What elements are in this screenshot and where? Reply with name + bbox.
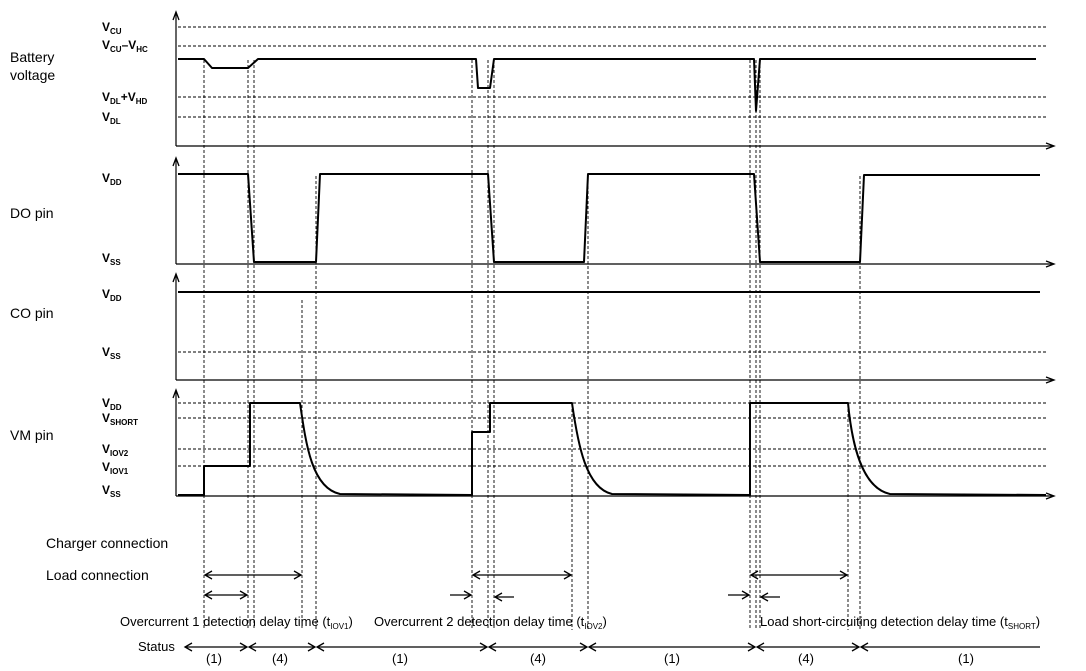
vm-level-viov2: VIOV2 xyxy=(102,442,129,458)
level-vdl: VDL xyxy=(102,110,121,126)
battery-voltage-label-line1: Battery xyxy=(10,49,54,65)
co-pin-label: CO pin xyxy=(10,305,54,321)
delay-label-iov2: Overcurrent 2 detection delay time (tIOV… xyxy=(374,614,607,631)
status-segment: (1) xyxy=(664,651,680,666)
status-segment: (4) xyxy=(272,651,288,666)
delay-arrows xyxy=(203,570,849,602)
reference-lines xyxy=(178,26,1046,467)
battery-voltage-waveform xyxy=(178,58,1036,112)
do-level-vss: VSS xyxy=(102,251,121,267)
delay-label-short: Load short-circuiting detection delay ti… xyxy=(760,614,1040,631)
status-segment: (4) xyxy=(530,651,546,666)
delay-label-iov1: Overcurrent 1 detection delay time (tIOV… xyxy=(120,614,353,631)
do-level-vdd: VDD xyxy=(102,171,122,187)
time-markers xyxy=(203,60,861,630)
load-connection-label: Load connection xyxy=(46,567,149,583)
vm-pin-waveform xyxy=(178,402,1047,496)
status-segment: (4) xyxy=(798,651,814,666)
status-arrows xyxy=(183,642,1040,652)
charger-connection-label: Charger connection xyxy=(46,535,168,551)
vm-level-vshort: VSHORT xyxy=(102,411,138,427)
do-pin-label: DO pin xyxy=(10,205,54,221)
co-level-vdd: VDD xyxy=(102,287,122,303)
status-label: Status xyxy=(138,639,175,654)
vm-pin-label: VM pin xyxy=(10,427,54,443)
co-level-vss: VSS xyxy=(102,345,121,361)
status-segment: (1) xyxy=(392,651,408,666)
status-segments: (1) (4) (1) (4) (1) (4) (1) xyxy=(206,651,974,666)
level-vcu-minus-vhc: VCU–VHC xyxy=(102,38,148,54)
vm-level-viov1: VIOV1 xyxy=(102,460,129,476)
vm-level-vss: VSS xyxy=(102,483,121,499)
battery-voltage-label-line2: voltage xyxy=(10,67,55,83)
status-segment: (1) xyxy=(206,651,222,666)
do-pin-waveform xyxy=(178,173,1040,263)
status-segment: (1) xyxy=(958,651,974,666)
axes xyxy=(172,10,1056,500)
vm-level-vdd: VDD xyxy=(102,396,122,412)
level-vcu: VCU xyxy=(102,20,122,36)
level-vdl-plus-vhd: VDL+VHD xyxy=(102,90,147,106)
